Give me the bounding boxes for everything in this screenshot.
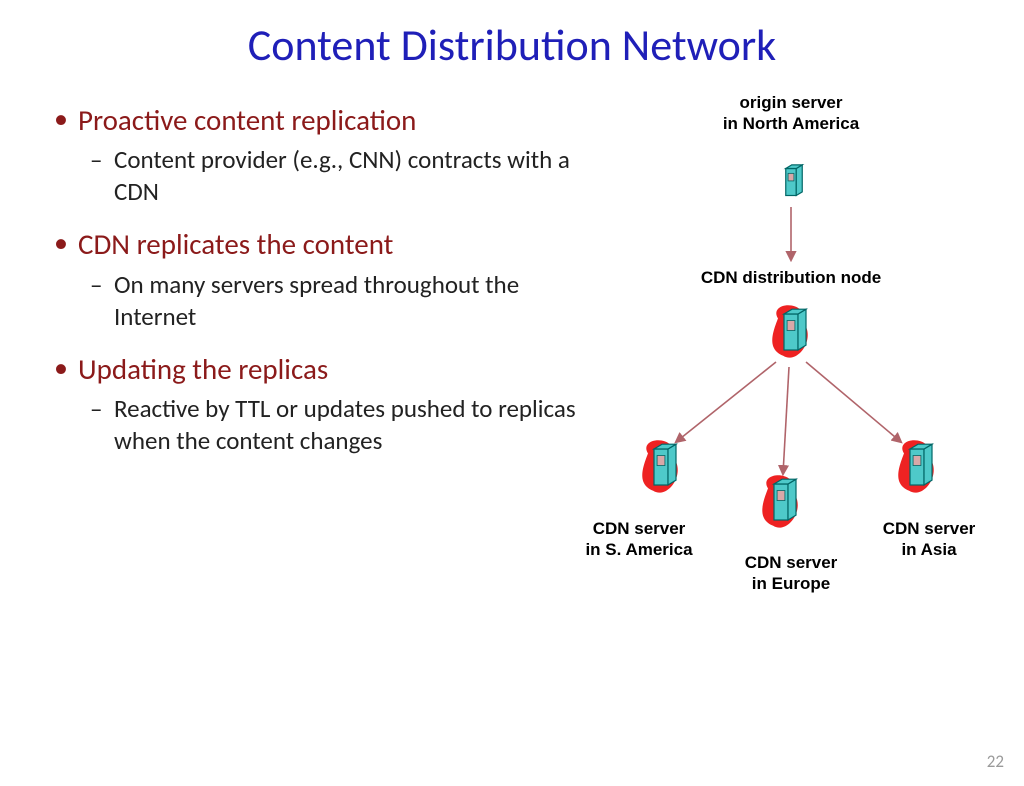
label-origin: origin serverin North America: [691, 92, 891, 135]
page-number: 22: [987, 751, 1004, 772]
server-eu: [762, 475, 797, 527]
server-dist: [772, 305, 807, 357]
content-row: Proactive content replication Content pr…: [0, 82, 1024, 682]
bullet-3: Updating the replicas: [50, 351, 581, 387]
server-origin: [786, 165, 803, 196]
server-sa: [642, 440, 677, 492]
cdn-diagram: origin serverin North America CDN distrib…: [581, 82, 994, 682]
bullet-1: Proactive content replication: [50, 102, 581, 138]
edge-dist-eu: [783, 367, 789, 474]
bullet-3-sub: Reactive by TTL or updates pushed to rep…: [50, 393, 581, 457]
slide-title: Content Distribution Network: [0, 18, 1024, 72]
bullet-2: CDN replicates the content: [50, 226, 581, 262]
edge-dist-asia: [806, 362, 901, 442]
label-asia: CDN serverin Asia: [829, 518, 1024, 561]
edge-dist-sa: [676, 362, 776, 442]
server-asia: [898, 440, 933, 492]
bullet-1-sub: Content provider (e.g., CNN) contracts w…: [50, 144, 581, 208]
bullet-list: Proactive content replication Content pr…: [50, 82, 581, 682]
bullet-2-sub: On many servers spread throughout the In…: [50, 269, 581, 333]
label-dist: CDN distribution node: [691, 267, 891, 288]
